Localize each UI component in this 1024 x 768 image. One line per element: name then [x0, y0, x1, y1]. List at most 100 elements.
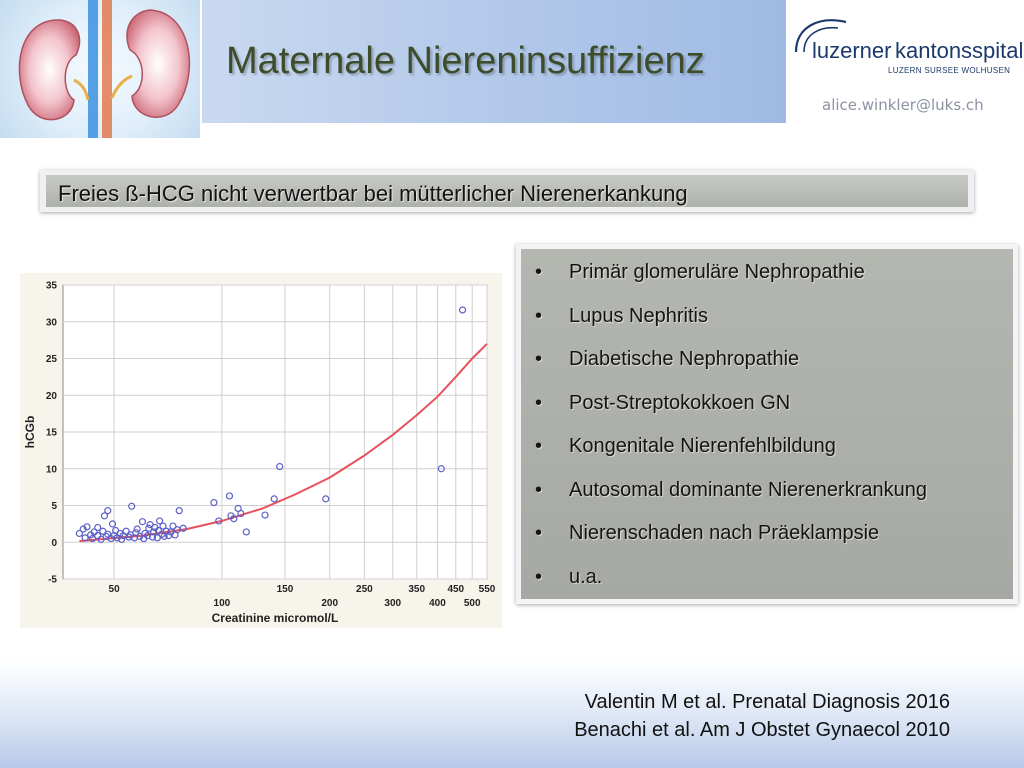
x-tick-label: 300 — [384, 598, 401, 609]
x-tick-label: 550 — [479, 584, 496, 595]
y-tick-label: -5 — [48, 575, 57, 586]
x-axis-label: Creatinine micromol/L — [212, 611, 339, 625]
x-tick-label: 250 — [356, 584, 373, 595]
data-point — [210, 498, 218, 507]
data-point — [122, 527, 130, 535]
page-title: Maternale Niereninsuffizienz — [226, 40, 705, 82]
data-point — [138, 518, 147, 526]
data-point — [242, 528, 250, 536]
list-item-label: u.a. — [569, 565, 603, 588]
y-tick-label: 0 — [51, 538, 57, 549]
bullet-icon: • — [535, 435, 543, 457]
data-point — [215, 517, 223, 525]
data-point — [437, 465, 445, 473]
y-tick-label: 5 — [51, 501, 57, 512]
hospital-logo: luzerner kantonsspital LUZERN SURSEE WOL… — [790, 12, 1024, 82]
reference-1: Valentin M et al. Prenatal Diagnosis 201… — [584, 691, 950, 713]
logo-word-2: kantonsspital — [895, 38, 1024, 63]
data-point — [148, 533, 157, 541]
data-point — [83, 523, 91, 531]
headline-text: Freies ß-HCG nicht verwertbar bei mütter… — [58, 181, 688, 206]
list-item-label: Kongenitale Nierenfehlbildung — [569, 435, 836, 457]
headline-box: Freies ß-HCG nicht verwertbar bei mütter… — [40, 170, 974, 212]
data-point — [150, 528, 158, 536]
chart-canvas: -5 0 5 10 15 20 25 30 35 50 150 250 350 450 550 100 200 3… — [23, 281, 496, 626]
fit-curve — [79, 343, 488, 543]
list-item: • Post-Streptokokkoen GN — [521, 392, 927, 436]
x-tick-label: 400 — [429, 598, 446, 609]
logo-locations: LUZERN SURSEE WOLHUSEN — [888, 66, 1011, 75]
headline-panel: Freies ß-HCG nicht verwertbar bei mütter… — [46, 175, 968, 207]
bullet-icon: • — [535, 522, 543, 544]
data-point — [136, 532, 144, 540]
list-item: • Primär glomeruläre Nephropathie — [521, 261, 927, 305]
data-point — [128, 502, 136, 510]
y-tick-label: 10 — [46, 464, 58, 475]
data-point — [225, 492, 234, 500]
data-point — [118, 535, 126, 543]
y-tick-label: 35 — [46, 281, 58, 292]
data-point — [322, 495, 330, 503]
list-item-label: Primär glomeruläre Nephropathie — [569, 261, 865, 283]
title-panel: Maternale Niereninsuffizienz — [202, 0, 786, 123]
data-point — [270, 495, 278, 503]
y-tick-label: 20 — [46, 391, 58, 402]
y-tick-label: 30 — [46, 317, 58, 328]
list-item-label: Diabetische Nephropathie — [569, 348, 800, 370]
disease-list-box: • Primär glomeruläre Nephropathie • Lupus N… — [516, 244, 1018, 604]
bullet-icon: • — [535, 304, 543, 327]
data-point — [108, 520, 117, 528]
data-point — [169, 522, 177, 530]
list-item-label: Nierenschaden nach Präeklampsie — [569, 522, 880, 544]
list-item: • Lupus Nephritis — [521, 305, 927, 349]
list-item: • Diabetische Nephropathie — [521, 348, 927, 392]
x-tick-label: 50 — [109, 584, 121, 595]
data-point — [230, 515, 238, 523]
reference-2: Benachi et al. Am J Obstet Gynaecol 2010 — [574, 719, 950, 741]
x-tick-label: 500 — [464, 598, 481, 609]
list-item: • u.a. — [521, 566, 927, 610]
data-point — [276, 462, 284, 471]
data-point — [261, 511, 269, 519]
data-point — [458, 306, 467, 314]
kidney-icon — [18, 0, 191, 138]
references: Valentin M et al. Prenatal Diagnosis 201… — [574, 688, 950, 744]
list-item-label: Autosomal dominante Nierenerkrankung — [569, 478, 927, 501]
list-item: • Kongenitale Nierenfehlbildung — [521, 435, 927, 479]
x-tick-label: 150 — [277, 584, 294, 595]
data-point — [104, 507, 112, 515]
data-point — [179, 524, 187, 532]
data-point — [153, 534, 161, 542]
data-point — [133, 525, 141, 533]
list-item: • Autosomal dominante Nierenerkrankung — [521, 479, 927, 523]
bullet-icon: • — [535, 391, 543, 414]
contact-email[interactable]: alice.winkler@luks.ch — [822, 96, 984, 114]
data-point — [88, 534, 97, 543]
logo-word-1: luzerner — [812, 38, 892, 63]
data-point — [94, 523, 102, 532]
y-tick-label: 25 — [46, 354, 58, 365]
data-point — [100, 512, 109, 520]
data-point — [79, 525, 87, 533]
data-point — [143, 532, 152, 540]
disease-list: • Primär glomeruläre Nephropathie • Lupus N… — [521, 261, 927, 609]
data-point — [237, 509, 245, 518]
bullet-icon: • — [535, 348, 543, 370]
kidney-illustration — [0, 0, 200, 138]
list-item-label: Post-Streptokokkoen GN — [569, 391, 791, 414]
logo-arc-icon — [794, 19, 847, 53]
x-tick-label: 100 — [214, 598, 231, 609]
bullet-icon: • — [535, 478, 543, 501]
x-tick-label: 350 — [408, 584, 425, 595]
data-point — [132, 529, 140, 537]
y-axis-label: hCGb — [23, 416, 37, 449]
data-point — [156, 517, 164, 525]
list-item-label: Lupus Nephritis — [569, 304, 708, 327]
data-point — [75, 529, 83, 538]
y-tick-label: 15 — [46, 428, 58, 439]
x-tick-label: 450 — [447, 584, 464, 595]
data-point — [175, 507, 183, 515]
scatter-chart: -5 0 5 10 15 20 25 30 35 50 150 250 350 450 550 100 200 3… — [20, 273, 502, 628]
bullet-icon: • — [535, 261, 543, 283]
data-point — [81, 534, 89, 542]
